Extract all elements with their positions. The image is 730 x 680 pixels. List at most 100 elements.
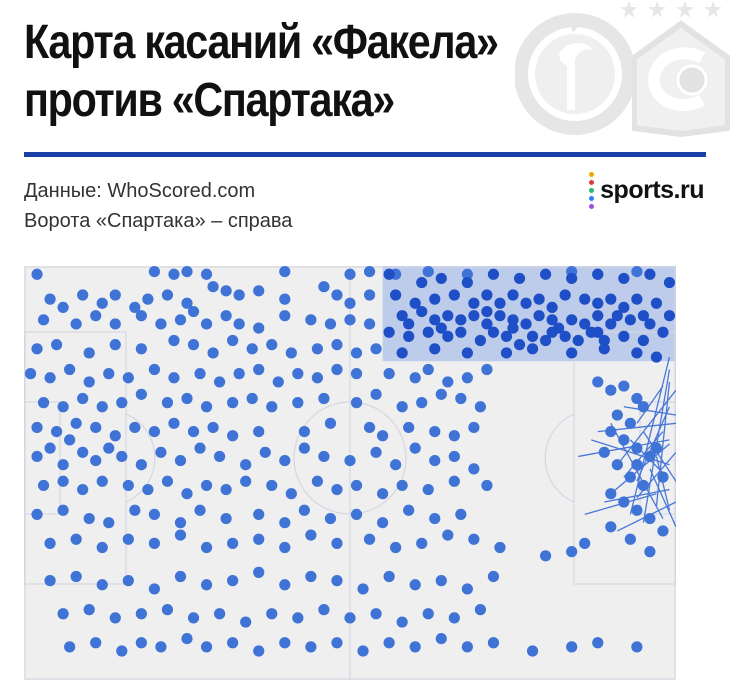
touch-point	[350, 368, 363, 380]
touch-point	[331, 637, 343, 649]
touch-point	[135, 388, 147, 400]
brand-dot	[589, 180, 595, 185]
touch-point	[318, 604, 330, 616]
brand-dot	[589, 196, 595, 201]
touch-point	[448, 450, 460, 463]
touch-point	[253, 533, 265, 545]
touch-point	[324, 512, 337, 525]
touch-point	[344, 612, 356, 624]
touch-point	[318, 392, 330, 405]
pass-line	[642, 431, 676, 482]
highlight-touch-point	[631, 347, 643, 359]
touch-point	[409, 372, 421, 384]
spartak-crest-icon	[632, 20, 730, 138]
touch-point	[187, 426, 200, 438]
touch-point	[240, 616, 252, 628]
touch-point	[422, 363, 434, 376]
touch-point	[214, 608, 226, 620]
touch-point	[187, 305, 200, 318]
touch-point	[109, 612, 121, 624]
touch-point	[331, 483, 343, 496]
touch-point	[57, 459, 69, 471]
page-title: Карта касаний «Факела» против «Спартака»	[24, 14, 499, 130]
touch-point	[370, 608, 382, 620]
touch-point	[194, 504, 206, 516]
touch-point	[318, 450, 330, 463]
touch-point	[272, 376, 284, 388]
touch-point	[344, 454, 356, 467]
touch-point	[103, 442, 115, 454]
touch-point	[51, 339, 63, 351]
touch-point	[605, 384, 617, 396]
pass-line	[604, 488, 670, 503]
touch-point	[116, 645, 128, 657]
touch-point	[266, 479, 278, 492]
touch-point	[194, 368, 206, 380]
touch-point	[305, 570, 317, 583]
touch-point	[253, 566, 265, 578]
touch-point	[187, 339, 200, 351]
highlight-touch-point	[390, 289, 402, 301]
touch-point	[148, 508, 160, 520]
touch-point	[135, 310, 147, 322]
touch-point	[409, 641, 421, 653]
touch-point	[455, 508, 467, 520]
touch-point	[181, 392, 193, 405]
pass-line	[655, 381, 671, 507]
touch-point	[331, 339, 343, 351]
touch-point	[279, 293, 291, 305]
highlight-touch-point	[546, 326, 558, 338]
touch-point	[279, 579, 291, 591]
brand-name: sports.ru	[600, 176, 704, 204]
touch-point	[377, 430, 389, 442]
touch-point	[285, 347, 297, 359]
touch-point	[129, 301, 141, 313]
touch-point	[363, 266, 376, 278]
touch-point	[200, 579, 213, 591]
touch-point	[298, 504, 310, 516]
touch-point	[474, 401, 486, 413]
touch-point	[44, 442, 56, 454]
star-icons	[620, 1, 722, 18]
touch-point	[129, 421, 141, 434]
touch-point	[422, 266, 434, 278]
touch-point	[605, 426, 617, 438]
touch-point	[253, 322, 265, 334]
touch-point	[279, 541, 291, 554]
highlight-touch-point	[500, 347, 513, 359]
brand-dot	[589, 172, 595, 177]
highlight-touch-point	[644, 268, 656, 280]
touch-point	[77, 392, 89, 405]
touch-point	[318, 281, 330, 293]
highlight-touch-point	[468, 297, 480, 309]
touch-point	[344, 268, 356, 280]
brand-logo[interactable]: sports.ru	[589, 172, 704, 209]
touch-point	[435, 633, 447, 645]
touch-point	[227, 397, 239, 409]
highlight-touch-point	[605, 293, 617, 305]
touch-point	[31, 450, 43, 463]
touch-point	[90, 310, 102, 322]
highlight-touch-point	[481, 289, 493, 301]
touch-point	[455, 392, 467, 405]
highlight-touch-point	[663, 310, 676, 322]
touch-point	[207, 421, 219, 434]
touch-point	[168, 417, 180, 429]
touch-point	[227, 537, 239, 549]
touch-point	[631, 641, 643, 653]
touch-point	[285, 488, 297, 500]
highlight-touch-point	[566, 347, 578, 359]
touch-point	[70, 318, 82, 330]
touch-point	[96, 297, 108, 309]
touch-point	[657, 525, 669, 537]
touch-point	[383, 570, 395, 583]
highlight-touch-point	[533, 293, 545, 305]
touch-point	[481, 363, 493, 376]
highlight-touch-point	[474, 334, 486, 347]
pass-line	[629, 356, 671, 515]
pass-line	[591, 439, 670, 466]
highlight-touch-point	[455, 314, 467, 326]
touch-point	[279, 266, 291, 278]
pass-line	[578, 439, 670, 458]
touch-point	[200, 318, 213, 330]
